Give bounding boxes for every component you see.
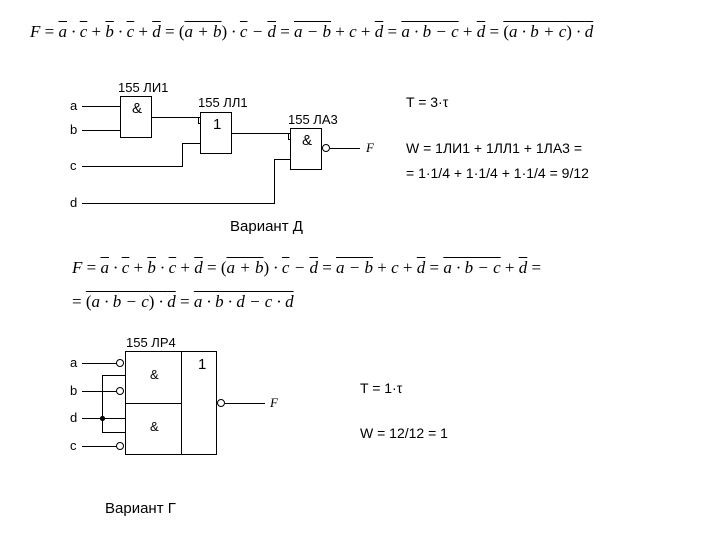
gate-or: 1 [200, 112, 232, 154]
label-a-g: a [70, 355, 77, 370]
w-eq-d2: = 1·1/4 + 1·1/4 + 1·1/4 = 9/12 [406, 165, 589, 181]
bubble-c [116, 442, 124, 450]
gate-and-1: & [120, 96, 152, 138]
and-sym-top: & [150, 367, 159, 382]
or-symbol: 1 [213, 116, 221, 133]
formula-top: F = a · c + b · c + d = (a + b) · c − d … [30, 22, 593, 42]
bubble-out [322, 144, 330, 152]
or-symbol-g: 1 [198, 356, 206, 373]
chip-label-lr4: 155 ЛР4 [126, 335, 176, 350]
output-f-g: F [270, 395, 278, 411]
output-f-d: F [366, 140, 374, 156]
f-var: F [30, 22, 40, 41]
label-d: d [70, 195, 77, 210]
diagram-g: 155 ЛР4 1 & & F a b d c [70, 335, 350, 515]
label-c-g: c [70, 438, 77, 453]
t-eq-d: T = 3·τ [406, 94, 448, 110]
formula-mid-1: F = a · c + b · c + d = (a + b) · c − d … [72, 258, 541, 278]
nand-symbol: & [302, 132, 312, 149]
w-eq-d1: W = 1ЛИ1 + 1ЛЛ1 + 1ЛА3 = [406, 140, 582, 156]
label-b: b [70, 122, 77, 137]
label-b-g: b [70, 383, 77, 398]
and-symbol: & [132, 100, 142, 117]
formula-mid-2: = (a · b − c) · d = a · b · d − c · d [72, 292, 294, 312]
f-var2: F [72, 258, 82, 277]
w-eq-g: W = 12/12 = 1 [360, 425, 448, 441]
label-a: a [70, 98, 77, 113]
variant-d-title: Вариант Д [230, 218, 303, 235]
gate-or-outer: 1 [125, 351, 217, 455]
t-eq-g: T = 1·τ [360, 380, 402, 396]
bubble-a [116, 359, 124, 367]
variant-g-title: Вариант Г [105, 500, 176, 517]
chip-label-ll1: 155 ЛЛ1 [198, 95, 248, 110]
label-d-g: d [70, 410, 77, 425]
label-c: c [70, 158, 77, 173]
diagram-d: 155 ЛИ1 155 ЛЛ1 155 ЛА3 & 1 & a b c d F [70, 80, 430, 230]
chip-label-la3: 155 ЛА3 [288, 112, 338, 127]
chip-label-li1: 155 ЛИ1 [118, 80, 168, 95]
bubble-out-g [217, 399, 225, 407]
bubble-b [116, 387, 124, 395]
gate-nand: & [290, 128, 322, 170]
and-sym-bot: & [150, 419, 159, 434]
